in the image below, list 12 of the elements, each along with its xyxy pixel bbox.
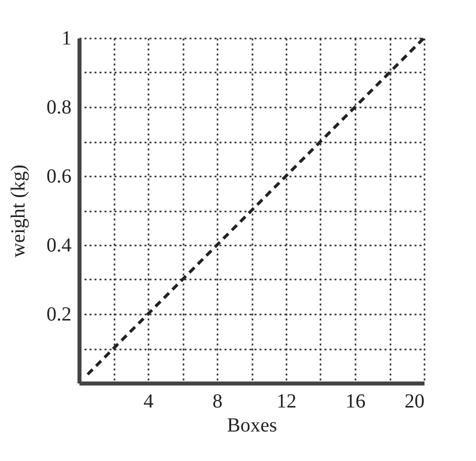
y-tick-label: 1 [62, 28, 72, 50]
x-tick-label: 8 [212, 390, 222, 412]
y-tick-label: 0.4 [46, 234, 72, 256]
y-tick-label: 0.8 [46, 96, 72, 118]
y-tick-label: 0.2 [46, 304, 72, 326]
y-tick-label: 0.6 [46, 166, 72, 188]
x-tick-label: 12 [276, 390, 296, 412]
y-axis-title: weight (kg) [8, 164, 30, 258]
x-tick-label: 4 [144, 390, 154, 412]
x-tick-label: 16 [346, 390, 366, 412]
x-axis-title: Boxes [227, 414, 278, 436]
x-tick-label: 20 [404, 390, 424, 412]
